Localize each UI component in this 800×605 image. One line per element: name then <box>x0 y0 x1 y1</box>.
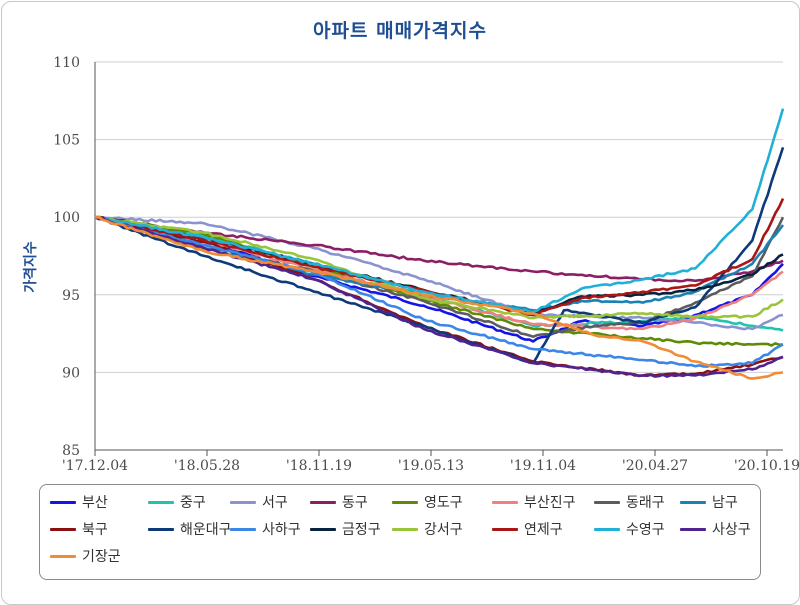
series-line-3 <box>94 215 784 331</box>
series-line-15 <box>94 108 785 314</box>
y-tick-label: 95 <box>62 288 80 304</box>
legend-swatch <box>310 527 336 531</box>
legend-label: 북구 <box>82 522 108 538</box>
x-tick-label: '19.05.13 <box>398 458 464 474</box>
legend-item: 부산 <box>50 491 108 513</box>
legend-swatch <box>310 500 336 504</box>
legend-swatch <box>148 500 174 504</box>
legend-label: 수영구 <box>626 522 665 538</box>
x-tick-label: '19.11.04 <box>510 458 576 474</box>
legend-item: 기장군 <box>50 545 121 567</box>
y-tick-label: 85 <box>62 443 80 459</box>
legend-item: 영도구 <box>392 491 463 513</box>
legend-swatch <box>492 527 518 531</box>
legend-item: 서구 <box>230 491 288 513</box>
legend-label: 사상구 <box>712 522 751 538</box>
legend-item: 동구 <box>310 491 368 513</box>
legend-swatch <box>50 500 76 504</box>
legend-label: 동래구 <box>626 495 665 511</box>
legend-swatch <box>594 527 620 531</box>
legend-item: 남구 <box>680 491 738 513</box>
legend-item: 부산진구 <box>492 491 576 513</box>
legend-label: 강서구 <box>424 522 463 538</box>
legend-item: 금정구 <box>310 518 381 540</box>
legend-item: 강서구 <box>392 518 463 540</box>
legend-swatch <box>680 527 706 531</box>
legend-swatch <box>230 500 256 504</box>
legend-swatch <box>492 500 518 504</box>
legend-label: 사하구 <box>262 522 301 538</box>
series-line-16 <box>94 216 784 378</box>
legend-swatch <box>230 527 256 531</box>
series-line-5 <box>94 215 784 347</box>
y-tick-labels: 85 90 95 100 105 110 <box>53 55 80 459</box>
y-tick-label: 100 <box>53 210 80 226</box>
series-line-2 <box>94 215 784 332</box>
legend-item: 북구 <box>50 518 108 540</box>
legend-label: 금정구 <box>342 522 381 538</box>
x-tick-label: '20.10.19 <box>734 458 800 474</box>
legend-label: 기장군 <box>82 549 121 565</box>
legend-label: 해운대구 <box>180 522 232 538</box>
legend-label: 부산 <box>82 495 108 511</box>
series-line-10 <box>94 146 785 365</box>
legend-item: 해운대구 <box>148 518 232 540</box>
series-line-17 <box>94 215 784 380</box>
legend-label: 동구 <box>342 495 368 511</box>
series-line-13 <box>94 215 784 320</box>
legend-label: 영도구 <box>424 495 463 511</box>
legend-swatch <box>680 500 706 504</box>
series-lines <box>94 108 785 380</box>
legend-label: 연제구 <box>524 522 563 538</box>
x-tick-label: '18.11.19 <box>286 458 352 474</box>
series-line-11 <box>94 215 784 368</box>
x-tick-labels: '17.12.04 '18.05.28 '18.11.19 '19.05.13 '19.… <box>62 458 800 474</box>
chart-title: 아파트 매매가격지수 <box>313 20 487 42</box>
y-tick-label: 110 <box>53 55 80 71</box>
legend-swatch <box>594 500 620 504</box>
legend-item: 중구 <box>148 491 206 513</box>
y-tick-label: 105 <box>53 133 80 149</box>
legend-label: 남구 <box>712 495 738 511</box>
x-tick-label: '17.12.04 <box>62 458 128 474</box>
legend-item: 동래구 <box>594 491 665 513</box>
legend-swatch <box>392 527 418 531</box>
legend-label: 중구 <box>180 495 206 511</box>
legend-swatch <box>50 554 76 558</box>
legend-item: 사상구 <box>680 518 751 540</box>
legend-swatch <box>148 527 174 531</box>
legend-item: 수영구 <box>594 518 665 540</box>
legend-item: 사하구 <box>230 518 301 540</box>
legend-swatch <box>392 500 418 504</box>
x-tick-label: '18.05.28 <box>174 458 240 474</box>
legend-label: 부산진구 <box>524 495 576 511</box>
grid-lines <box>94 61 783 456</box>
x-tick-label: '20.04.27 <box>622 458 688 474</box>
legend-swatch <box>50 527 76 531</box>
legend-label: 서구 <box>262 495 288 511</box>
legend-item: 연제구 <box>492 518 563 540</box>
y-tick-label: 90 <box>62 365 80 381</box>
